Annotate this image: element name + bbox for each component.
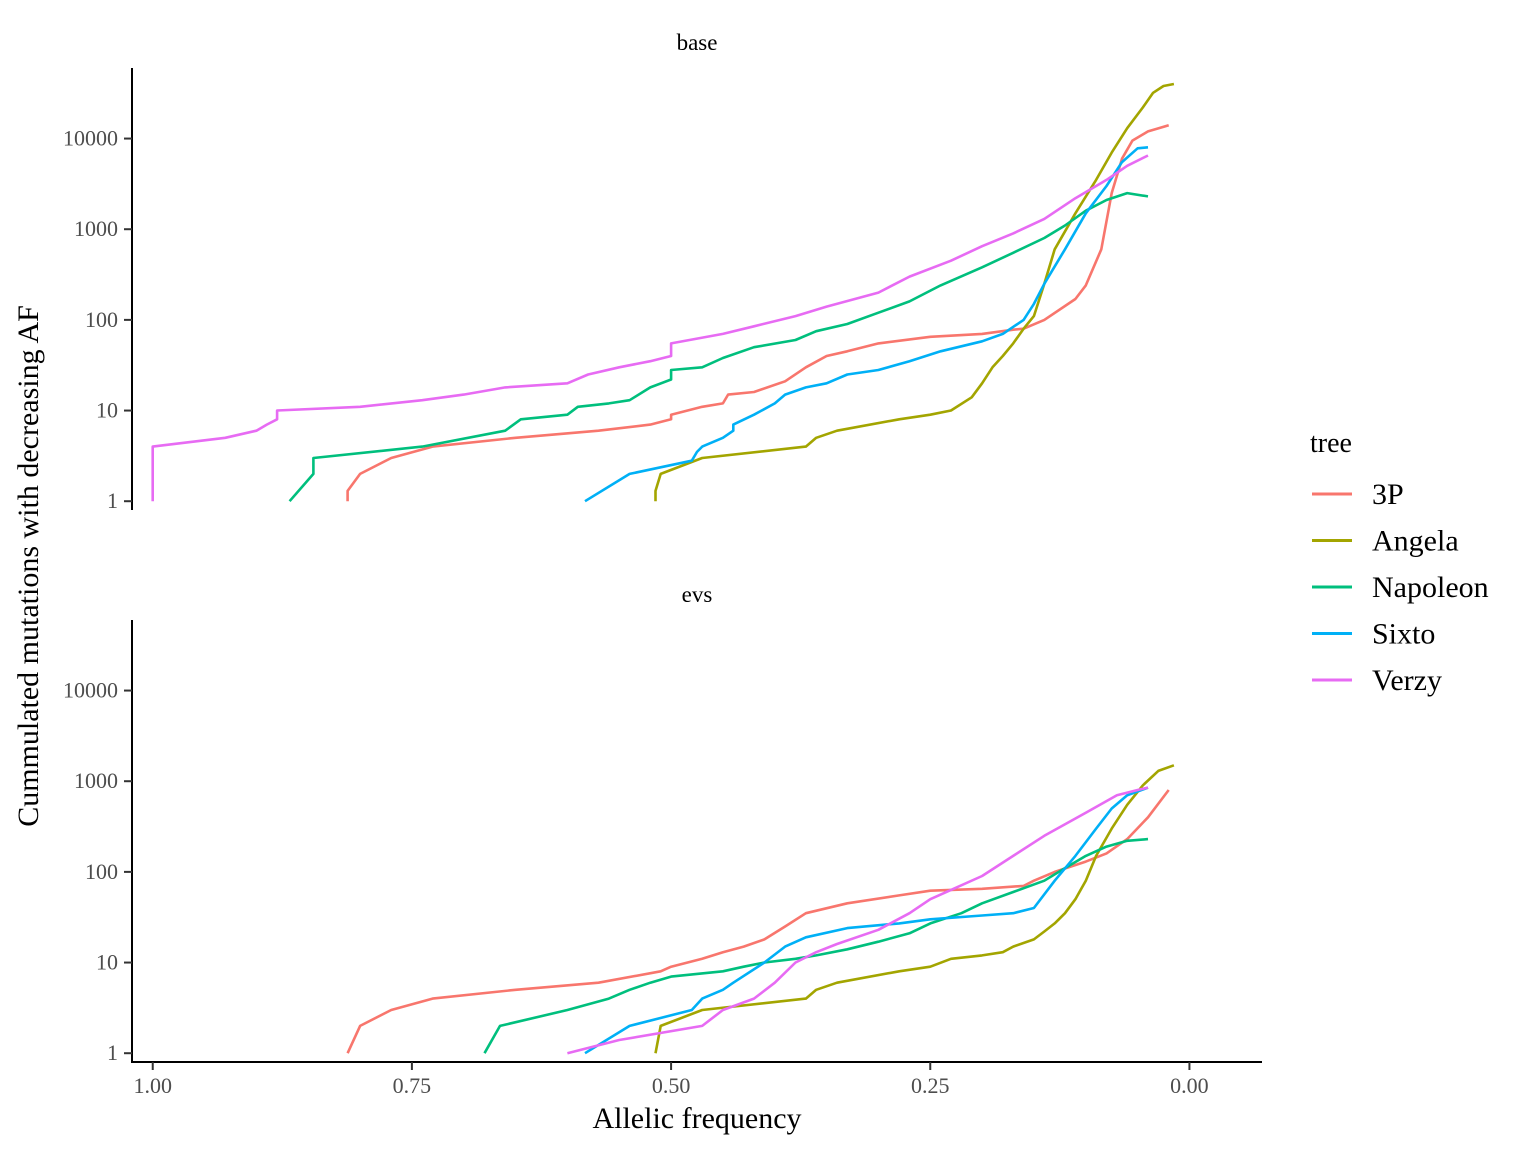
y-tick-label: 1000 bbox=[74, 216, 118, 241]
x-tick-label: 0.50 bbox=[652, 1073, 691, 1098]
legend-label-sixto: Sixto bbox=[1372, 618, 1435, 651]
y-tick-label: 1 bbox=[107, 488, 118, 513]
series-line-evs-verzy bbox=[567, 786, 1149, 1055]
series-line-evs-sixto bbox=[584, 786, 1149, 1055]
y-tick-label: 100 bbox=[85, 859, 118, 884]
y-tick-label: 1 bbox=[107, 1040, 118, 1065]
x-tick-label: 0.00 bbox=[1170, 1073, 1209, 1098]
series-line-evs-3p bbox=[346, 789, 1170, 1054]
legend: tree 3P Angela Napoleon Sixto Verzy bbox=[1310, 428, 1489, 697]
panel-label-base: base bbox=[677, 30, 718, 55]
series-line-base-angela bbox=[654, 82, 1175, 502]
series-line-base-verzy bbox=[151, 154, 1149, 502]
series-line-base-sixto bbox=[584, 146, 1149, 503]
y-tick-label: 10000 bbox=[63, 678, 118, 703]
x-tick-label: 0.75 bbox=[393, 1073, 432, 1098]
x-axis-title: Allelic frequency bbox=[592, 1102, 801, 1135]
x-tick-label: 1.00 bbox=[133, 1073, 172, 1098]
ticks-layer: 1 10 100 1000 10000 1 10 100 1000 10000 1.00 0.75 0.… bbox=[63, 126, 1209, 1098]
legend-title: tree bbox=[1310, 428, 1352, 459]
legend-label-napoleon: Napoleon bbox=[1372, 571, 1489, 604]
series-layer bbox=[151, 82, 1175, 1055]
panel-label-evs: evs bbox=[682, 582, 713, 607]
y-axis-title: Cummulated mutations with decreasing AF bbox=[12, 305, 45, 827]
y-tick-label: 100 bbox=[85, 307, 118, 332]
y-tick-label: 10 bbox=[96, 950, 118, 975]
series-line-evs-angela bbox=[654, 764, 1175, 1054]
series-line-base-napoleon bbox=[288, 191, 1149, 503]
series-line-evs-napoleon bbox=[483, 837, 1149, 1054]
x-tick-label: 0.25 bbox=[911, 1073, 950, 1098]
legend-label-angela: Angela bbox=[1372, 525, 1459, 558]
legend-label-verzy: Verzy bbox=[1372, 664, 1442, 697]
y-tick-label: 1000 bbox=[74, 768, 118, 793]
y-tick-label: 10 bbox=[96, 398, 118, 423]
y-tick-label: 10000 bbox=[63, 126, 118, 151]
legend-label-3p: 3P bbox=[1372, 478, 1404, 511]
series-line-base-3p bbox=[346, 124, 1170, 502]
